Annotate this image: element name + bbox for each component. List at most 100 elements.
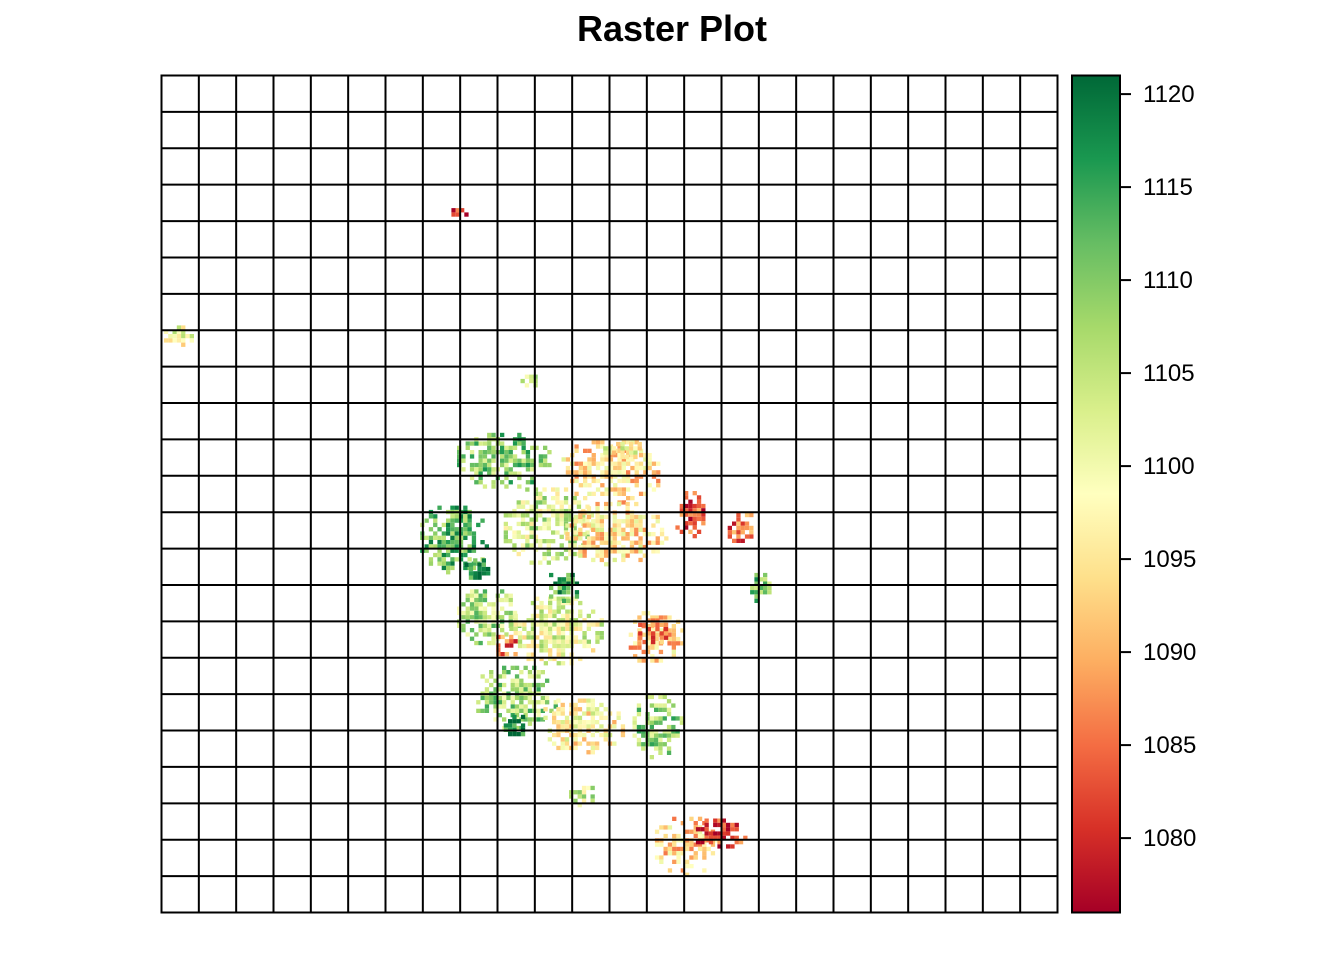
colorbar-tick-label: 1100	[1143, 453, 1195, 480]
raster-cell	[454, 514, 459, 519]
raster-cell	[457, 454, 462, 459]
raster-cell	[556, 648, 561, 653]
raster-cell	[599, 618, 604, 623]
raster-cell	[641, 649, 646, 655]
raster-cell	[688, 529, 693, 534]
raster-cell	[573, 737, 578, 742]
raster-cell	[700, 827, 705, 832]
raster-cell	[533, 534, 539, 539]
raster-cell	[586, 698, 591, 703]
raster-cell	[474, 610, 479, 616]
raster-cell	[556, 639, 561, 644]
raster-cell	[604, 540, 609, 545]
raster-cell	[457, 610, 462, 616]
raster-cell	[465, 615, 470, 620]
raster-cell	[563, 556, 569, 561]
raster-cell	[666, 699, 672, 704]
raster-cell	[684, 512, 689, 517]
raster-cell	[608, 478, 614, 484]
raster-cell	[540, 682, 545, 688]
raster-cell	[680, 851, 685, 856]
raster-cell	[672, 816, 677, 821]
raster-cell	[563, 513, 569, 518]
raster-cell	[560, 626, 566, 631]
raster-cell	[547, 737, 552, 742]
raster-cell	[702, 846, 707, 852]
raster-cell	[624, 446, 629, 451]
raster-cell	[538, 513, 543, 518]
raster-cell	[586, 544, 592, 550]
raster-cell	[543, 715, 548, 720]
raster-cell	[548, 609, 553, 614]
raster-cell	[478, 471, 483, 476]
raster-cell	[587, 491, 592, 496]
raster-cell	[551, 556, 556, 561]
raster-cell	[754, 594, 759, 599]
raster-cell	[650, 654, 655, 659]
raster-cell	[663, 615, 668, 620]
raster-cell	[647, 540, 652, 545]
raster-cell	[734, 822, 739, 828]
raster-cell	[693, 833, 698, 839]
raster-cell	[477, 571, 482, 576]
raster-cell	[523, 687, 528, 692]
raster-cell	[595, 506, 600, 511]
raster-cell	[689, 816, 694, 821]
raster-cell	[450, 531, 455, 536]
raster-cell	[523, 704, 528, 709]
raster-cell	[510, 708, 515, 713]
raster-cell	[484, 700, 490, 705]
raster-cell	[651, 540, 656, 545]
raster-cell	[491, 640, 496, 646]
raster-cell	[468, 562, 474, 567]
raster-cell	[556, 618, 561, 623]
raster-cell	[538, 500, 543, 505]
raster-cell	[621, 553, 626, 558]
raster-cell	[573, 715, 578, 720]
raster-cell	[659, 842, 664, 847]
raster-cell	[701, 503, 706, 509]
raster-cell	[617, 444, 622, 449]
raster-cell	[474, 467, 479, 472]
raster-cell	[595, 523, 600, 528]
raster-cell	[464, 212, 469, 217]
raster-cell	[713, 822, 718, 828]
raster-cell	[500, 628, 505, 633]
raster-cell	[543, 648, 548, 653]
raster-cell	[540, 670, 545, 675]
raster-cell	[535, 643, 540, 649]
raster-cell	[595, 707, 600, 712]
raster-cell	[616, 519, 622, 524]
raster-cell	[482, 467, 488, 472]
raster-cell	[460, 208, 465, 213]
raster-cell	[696, 508, 702, 513]
raster-cell	[559, 534, 564, 539]
raster-cell	[688, 516, 693, 522]
raster-cell	[586, 711, 591, 716]
raster-cell	[586, 523, 592, 528]
raster-cell	[469, 467, 475, 472]
raster-cell	[572, 530, 577, 535]
raster-cell	[450, 514, 455, 519]
raster-cell	[654, 855, 660, 860]
raster-cell	[564, 715, 570, 720]
raster-cell	[659, 825, 664, 830]
raster-cell	[667, 636, 672, 642]
raster-cell	[556, 631, 561, 636]
raster-cell	[516, 521, 521, 527]
raster-cell	[564, 737, 570, 742]
raster-cell	[565, 639, 570, 644]
raster-cell	[621, 549, 626, 554]
raster-cell	[688, 499, 693, 504]
raster-cell	[512, 534, 517, 539]
raster-cell	[637, 641, 642, 646]
raster-cell	[726, 827, 731, 832]
raster-cell	[663, 635, 669, 640]
raster-cell	[519, 704, 524, 709]
raster-cell	[565, 523, 570, 528]
raster-cell	[487, 432, 492, 438]
raster-cell	[508, 526, 513, 531]
raster-cell	[497, 700, 502, 705]
raster-cell	[549, 585, 554, 591]
